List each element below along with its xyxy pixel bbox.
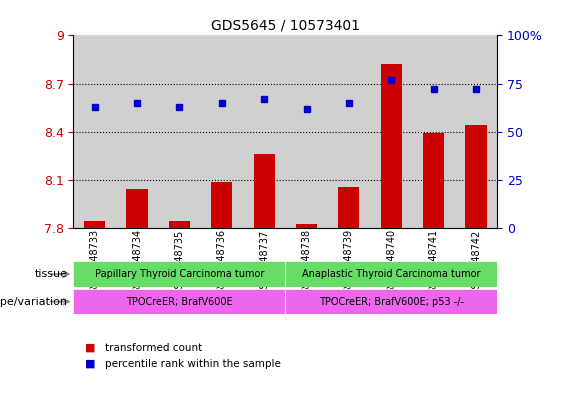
Bar — [169, 221, 190, 228]
Bar — [381, 64, 402, 228]
Text: ■: ■ — [85, 343, 95, 353]
Text: ■: ■ — [85, 358, 95, 369]
Bar — [285, 289, 497, 314]
Bar — [254, 154, 275, 228]
Text: percentile rank within the sample: percentile rank within the sample — [105, 358, 280, 369]
Bar — [73, 35, 116, 228]
Bar — [455, 35, 497, 228]
Text: Anaplastic Thyroid Carcinoma tumor: Anaplastic Thyroid Carcinoma tumor — [302, 269, 480, 279]
Bar — [158, 35, 201, 228]
Bar — [423, 133, 444, 228]
Bar — [127, 189, 147, 228]
Text: tissue: tissue — [35, 269, 68, 279]
Bar — [73, 289, 285, 314]
Text: TPOCreER; BrafV600E: TPOCreER; BrafV600E — [126, 297, 233, 307]
Bar — [73, 261, 285, 287]
Bar — [84, 221, 105, 228]
Bar — [296, 224, 317, 228]
Text: Papillary Thyroid Carcinoma tumor: Papillary Thyroid Carcinoma tumor — [95, 269, 264, 279]
Bar — [116, 35, 158, 228]
Bar — [285, 35, 328, 228]
Bar — [370, 35, 412, 228]
Bar — [338, 187, 359, 228]
Title: GDS5645 / 10573401: GDS5645 / 10573401 — [211, 19, 360, 33]
Bar — [201, 35, 243, 228]
Text: genotype/variation: genotype/variation — [0, 297, 68, 307]
Bar — [211, 182, 232, 228]
Bar — [412, 35, 455, 228]
Bar — [466, 125, 486, 228]
Text: TPOCreER; BrafV600E; p53 -/-: TPOCreER; BrafV600E; p53 -/- — [319, 297, 464, 307]
Text: transformed count: transformed count — [105, 343, 202, 353]
Bar — [285, 261, 497, 287]
Bar — [328, 35, 370, 228]
Bar — [243, 35, 285, 228]
